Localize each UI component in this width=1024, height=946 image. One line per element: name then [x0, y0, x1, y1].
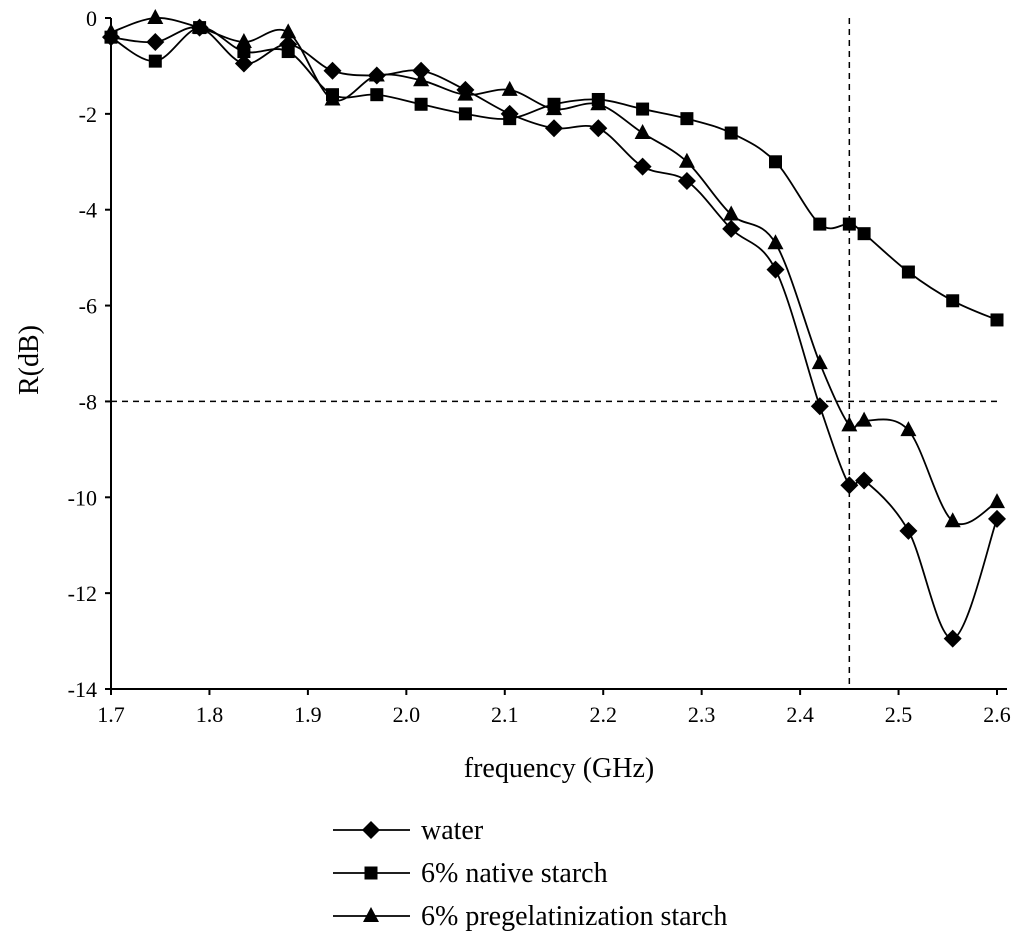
data-point-diamond [988, 509, 1006, 528]
x-tick-label: 1.8 [196, 702, 224, 727]
data-point-triangle [457, 85, 474, 101]
data-point-diamond [722, 219, 741, 238]
legend-label: 6% native starch [421, 858, 608, 889]
data-point-diamond [766, 260, 785, 279]
data-point-diamond [677, 171, 696, 190]
y-tick-label: -4 [79, 198, 97, 223]
data-point-square [946, 294, 960, 308]
data-point-triangle [811, 354, 828, 370]
data-point-triangle [280, 23, 297, 39]
series-line-triangle [110, 17, 998, 525]
data-point-diamond [412, 61, 431, 80]
data-point-triangle [678, 152, 695, 168]
legend-label: 6% pregelatinization starch [421, 901, 727, 932]
x-tick-label: 1.7 [97, 702, 125, 727]
data-point-square [857, 227, 871, 241]
data-point-triangle [989, 493, 1005, 509]
data-point-triangle [501, 80, 518, 96]
data-point-square [148, 54, 162, 68]
x-tick-label: 2.4 [786, 702, 814, 727]
data-point-triangle [900, 421, 917, 437]
y-tick-label: -6 [79, 294, 97, 319]
y-tick-label: -12 [68, 581, 97, 606]
x-tick-label: 2.1 [491, 702, 519, 727]
x-tick-label: 2.2 [589, 702, 617, 727]
data-point-triangle [856, 411, 873, 427]
y-tick-label: -14 [68, 677, 97, 702]
data-point-triangle [634, 124, 651, 140]
legend: water 6% native starch 6% pregelatinizatio… [333, 815, 727, 932]
data-point-diamond [899, 521, 918, 540]
data-point-square [237, 45, 251, 59]
data-point-square [458, 107, 472, 121]
legend-marker-square [364, 866, 378, 880]
data-point-square [503, 112, 517, 126]
data-point-diamond [589, 119, 608, 138]
data-point-triangle [191, 18, 208, 34]
data-point-square [636, 102, 650, 116]
legend-marker-triangle [363, 907, 379, 922]
data-point-triangle [723, 205, 740, 221]
data-point-triangle [235, 32, 252, 48]
data-point-triangle [368, 66, 385, 82]
data-point-diamond [633, 157, 652, 176]
legend-label: water [421, 815, 484, 846]
y-tick-label: -10 [68, 485, 97, 510]
y-tick-label: -2 [79, 102, 97, 127]
data-point-diamond [943, 629, 962, 648]
data-point-diamond [545, 119, 563, 138]
data-point-square [769, 155, 782, 169]
x-tick-label: 1.9 [294, 702, 322, 727]
data-point-square [724, 126, 738, 140]
data-point-triangle [841, 416, 858, 432]
data-point-square [901, 265, 915, 279]
y-tick-label: -8 [79, 389, 97, 414]
data-point-diamond [840, 476, 859, 495]
y-axis-title: R(dB) [14, 325, 45, 395]
data-point-triangle [324, 90, 341, 106]
data-point-square [990, 313, 1004, 327]
x-tick-label: 2.6 [983, 702, 1011, 727]
data-point-triangle [590, 95, 607, 111]
data-point-square [813, 217, 827, 231]
data-point-diamond [323, 61, 342, 80]
data-point-diamond [810, 397, 829, 416]
data-point-triangle [413, 71, 430, 87]
legend-marker-diamond [362, 821, 380, 839]
y-tick-label: 0 [86, 6, 97, 31]
data-point-triangle [103, 23, 119, 39]
data-point-triangle [944, 512, 961, 528]
x-tick-label: 2.5 [885, 702, 913, 727]
data-point-square [414, 97, 428, 111]
data-point-diamond [146, 32, 165, 51]
series-line-diamond [110, 26, 998, 640]
x-axis-title: frequency (GHz) [464, 753, 654, 784]
x-tick-label: 2.3 [688, 702, 716, 727]
data-point-triangle [147, 9, 164, 24]
data-point-square [281, 45, 295, 59]
data-point-square [680, 112, 694, 126]
data-point-square [370, 88, 384, 102]
data-point-diamond [855, 471, 874, 490]
data-point-square [842, 217, 856, 231]
data-point-triangle [546, 100, 562, 116]
data-point-diamond [234, 54, 253, 73]
data-point-triangle [767, 234, 784, 250]
x-tick-label: 2.0 [393, 702, 421, 727]
